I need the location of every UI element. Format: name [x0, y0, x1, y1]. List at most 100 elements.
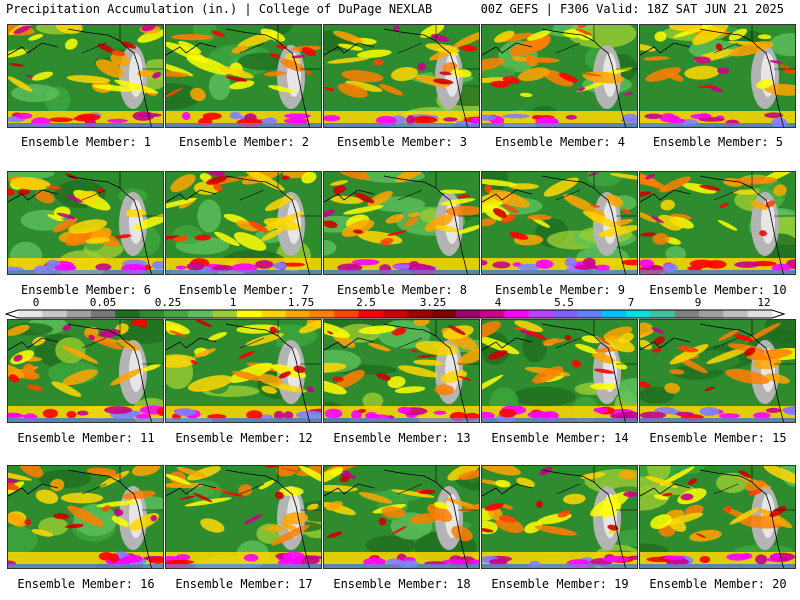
- ensemble-member-label: Ensemble Member: 15: [649, 431, 787, 445]
- precip-map-field: [8, 25, 163, 127]
- precip-map-field: [482, 320, 637, 422]
- ensemble-member-label: Ensemble Member: 16: [17, 577, 155, 591]
- colorbar-swatch: [577, 310, 603, 318]
- ensemble-member-map: [165, 171, 322, 275]
- colorbar-swatch: [90, 310, 116, 318]
- precip-map-field: [482, 172, 637, 274]
- precip-map-field: [324, 25, 479, 127]
- ensemble-member-map: [7, 171, 164, 275]
- colorbar-swatch: [261, 310, 287, 318]
- colorbar-swatch: [455, 310, 481, 318]
- colorbar-swatch: [18, 310, 43, 318]
- ensemble-member-label: Ensemble Member: 3: [336, 135, 468, 149]
- colorbar-swatch: [747, 310, 773, 318]
- ensemble-member-label: Ensemble Member: 13: [333, 431, 471, 445]
- ensemble-member-label: Ensemble Member: 9: [494, 283, 626, 297]
- colorbar-swatch: [723, 310, 749, 318]
- colorbar-tick-label: 9: [695, 296, 702, 309]
- ensemble-member-map: [639, 465, 796, 569]
- colorbar-tick-label: 1: [230, 296, 237, 309]
- colorbar-swatch: [407, 310, 432, 318]
- colorbar-swatch: [42, 310, 68, 318]
- ensemble-member-map: [323, 24, 480, 128]
- ensemble-member-label: Ensemble Member: 1: [20, 135, 152, 149]
- colorbar-tick-label: 12: [757, 296, 770, 309]
- ensemble-member-map: [323, 465, 480, 569]
- colorbar-swatch: [626, 310, 651, 318]
- colorbar-swatch: [334, 310, 360, 318]
- colorbar-swatch: [358, 310, 384, 318]
- ensemble-member-map: [165, 24, 322, 128]
- colorbar-swatch: [601, 310, 627, 318]
- precip-map-field: [166, 320, 321, 422]
- colorbar-outline: [4, 309, 786, 319]
- colorbar-swatch: [650, 310, 676, 318]
- colorbar-swatch: [115, 310, 141, 318]
- ensemble-member-label: Ensemble Member: 17: [175, 577, 313, 591]
- colorbar-swatch: [382, 310, 408, 318]
- colorbar-tick-label: 0: [33, 296, 40, 309]
- precip-map-field: [324, 320, 479, 422]
- ensemble-member-map: [481, 319, 638, 423]
- ensemble-member-map: [7, 465, 164, 569]
- colorbar-swatch: [699, 310, 724, 318]
- colorbar-tick-label: 7: [628, 296, 635, 309]
- ensemble-member-map: [323, 319, 480, 423]
- precip-map-field: [640, 172, 795, 274]
- ensemble-member-label: Ensemble Member: 19: [491, 577, 629, 591]
- ensemble-member-label: Ensemble Member: 18: [333, 577, 471, 591]
- colorbar-swatch: [480, 310, 505, 318]
- ensemble-member-label: Ensemble Member: 7: [178, 283, 310, 297]
- precip-map-field: [166, 25, 321, 127]
- colorbar-swatch: [309, 310, 335, 318]
- map-title: Precipitation Accumulation (in.) | Colle…: [6, 2, 433, 16]
- ensemble-member-label: Ensemble Member: 6: [20, 283, 152, 297]
- precip-map-field: [324, 466, 479, 568]
- colorbar-tick-label: 4: [495, 296, 502, 309]
- colorbar-tick-label: 3.25: [420, 296, 447, 309]
- ensemble-member-map: [481, 24, 638, 128]
- precip-map-field: [482, 466, 637, 568]
- colorbar-tick-label: 0.05: [90, 296, 117, 309]
- colorbar-swatch: [285, 310, 311, 318]
- ensemble-member-map: [639, 319, 796, 423]
- colorbar-tick-label: 5.5: [554, 296, 574, 309]
- ensemble-member-map: [7, 319, 164, 423]
- ensemble-member-map: [481, 465, 638, 569]
- colorbar-swatch: [188, 310, 214, 318]
- ensemble-member-map: [639, 171, 796, 275]
- precip-map-field: [8, 320, 163, 422]
- ensemble-member-label: Ensemble Member: 8: [336, 283, 468, 297]
- colorbar-swatch: [504, 310, 530, 318]
- ensemble-member-map: [481, 171, 638, 275]
- colorbar-swatch: [66, 310, 92, 318]
- colorbar-swatch: [139, 310, 165, 318]
- ensemble-member-map: [639, 24, 796, 128]
- ensemble-member-map: [165, 465, 322, 569]
- precip-map-field: [640, 25, 795, 127]
- ensemble-member-label: Ensemble Member: 12: [175, 431, 313, 445]
- ensemble-member-label: Ensemble Member: 20: [649, 577, 787, 591]
- ensemble-member-map: [165, 319, 322, 423]
- precip-map-field: [324, 172, 479, 274]
- precipitation-colorbar: 0 0.05 0.25 1 1.75 2.5 3.25 4 5.5 7 9 12: [4, 296, 786, 319]
- colorbar-swatch: [236, 310, 262, 318]
- colorbar-swatch: [553, 310, 578, 318]
- ensemble-member-label: Ensemble Member: 2: [178, 135, 310, 149]
- ensemble-member-map: [7, 24, 164, 128]
- precip-map-field: [640, 466, 795, 568]
- colorbar-swatch: [528, 310, 554, 318]
- ensemble-member-label: Ensemble Member: 5: [652, 135, 784, 149]
- colorbar-tick-label: 2.5: [356, 296, 376, 309]
- precip-map-field: [640, 320, 795, 422]
- precip-map-field: [482, 25, 637, 127]
- precip-map-field: [166, 172, 321, 274]
- ensemble-member-label: Ensemble Member: 10: [649, 283, 787, 297]
- colorbar-tick-label: 1.75: [288, 296, 315, 309]
- precip-map-field: [8, 172, 163, 274]
- run-valid-time: 00Z GEFS | F306 Valid: 18Z SAT JUN 21 20…: [480, 2, 784, 16]
- colorbar-tick-label: 0.25: [155, 296, 182, 309]
- ensemble-member-label: Ensemble Member: 11: [17, 431, 155, 445]
- ensemble-member-map: [323, 171, 480, 275]
